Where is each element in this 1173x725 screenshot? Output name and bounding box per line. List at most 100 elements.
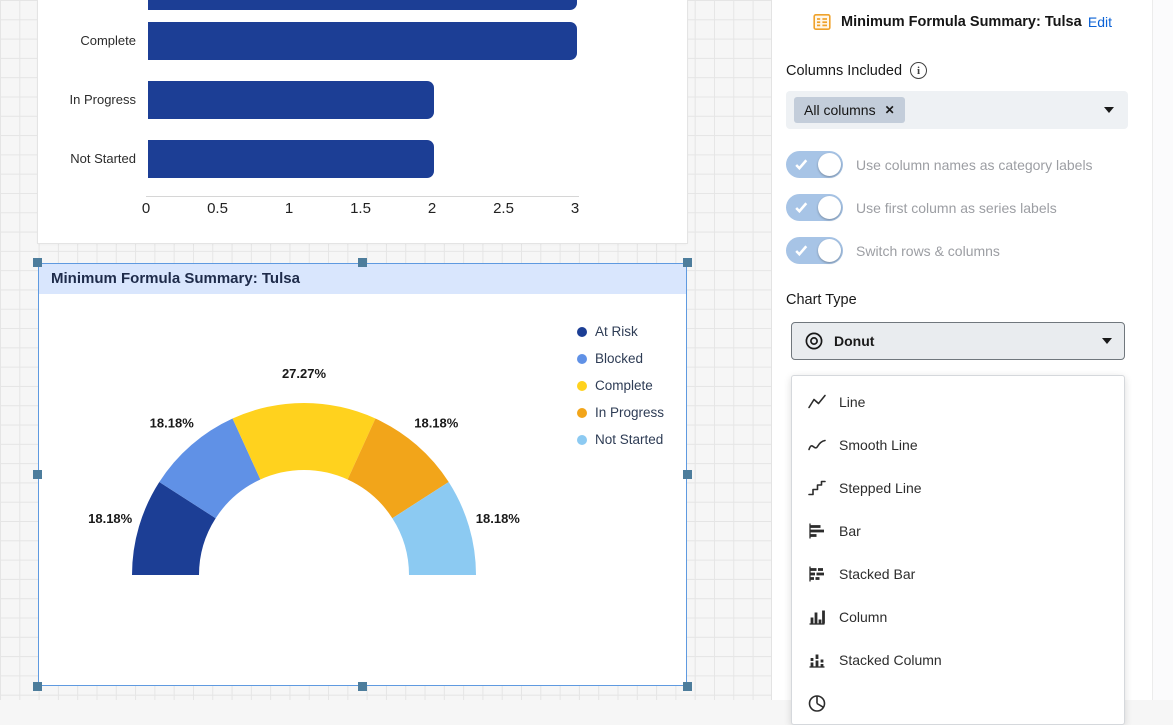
columns-included-row: Columns Included	[786, 62, 1128, 79]
toggle-switch-rows-columns[interactable]	[786, 237, 843, 264]
bar-chart-icon	[807, 521, 827, 541]
bar-chart: Complete In Progress Not Started 0 0.5 1 1.5 2 2…	[38, 0, 687, 243]
x-axis-tick-label: 3	[570, 200, 580, 217]
stacked-bar-chart-icon	[807, 564, 827, 584]
resize-handle-s[interactable]	[357, 682, 367, 691]
toggle-use-column-names[interactable]	[786, 151, 843, 178]
donut-percent-label: 18.18%	[150, 415, 195, 430]
panel-header: Minimum Formula Summary: Tulsa Edit	[786, 12, 1128, 32]
menu-item-bar[interactable]: Bar	[792, 509, 1124, 552]
x-axis-tick-label: 0	[141, 200, 151, 217]
menu-item-label: Stepped Line	[839, 479, 922, 496]
legend-dot	[576, 353, 587, 364]
resize-handle-n[interactable]	[357, 258, 367, 267]
legend-label: In Progress	[594, 405, 664, 420]
menu-item-label: Bar	[839, 522, 861, 539]
x-axis-tick-label: 1.5	[350, 200, 371, 217]
half-donut-svg: 18.18% 18.18% 27.27% 18.18% 18.18%	[88, 366, 521, 575]
donut-percent-label: 18.18%	[414, 415, 459, 430]
donut-percent-label: 27.27%	[282, 366, 327, 381]
widget-title: Minimum Formula Summary: Tulsa	[39, 264, 686, 294]
scrollbar-track[interactable]	[1152, 0, 1173, 700]
resize-handle-sw[interactable]	[33, 682, 42, 691]
bar-clipped-top	[148, 0, 577, 10]
edit-link[interactable]: Edit	[1087, 14, 1112, 30]
columns-included-select[interactable]: All columns	[786, 91, 1128, 129]
donut-chart: 18.18% 18.18% 27.27% 18.18% 18.18% At Risk Bl…	[39, 294, 686, 685]
donut-chart-widget[interactable]: Minimum Formula Summary: Tulsa 18.18% 18.…	[33, 258, 692, 691]
resize-handle-w[interactable]	[33, 469, 42, 479]
bar-category-label: Complete	[80, 33, 136, 48]
widget-settings-panel: Minimum Formula Summary: Tulsa Edit Colu…	[771, 0, 1152, 725]
resize-handle-e[interactable]	[683, 469, 692, 479]
legend-item: Complete	[576, 372, 664, 399]
column-chart-icon	[807, 607, 827, 627]
chevron-down-icon	[1102, 338, 1112, 344]
chart-legend: At Risk Blocked Complete In Progress Not Sta…	[576, 318, 664, 453]
legend-item: In Progress	[576, 399, 664, 426]
check-icon	[795, 159, 808, 171]
bar-chart-widget[interactable]: Complete In Progress Not Started 0 0.5 1 1.5 2 2…	[38, 0, 687, 243]
menu-item-smooth-line[interactable]: Smooth Line	[792, 423, 1124, 466]
menu-item-label: Stacked Column	[839, 651, 942, 668]
legend-label: Not Started	[594, 432, 664, 447]
x-axis-tick-label: 0.5	[207, 200, 228, 217]
bar	[148, 22, 577, 60]
bar-category-label: Not Started	[70, 151, 136, 166]
legend-label: At Risk	[594, 324, 638, 339]
menu-item-label: Column	[839, 608, 888, 625]
pie-chart-icon	[807, 693, 827, 713]
menu-item-stacked-bar[interactable]: Stacked Bar	[792, 552, 1124, 595]
menu-item-label: Smooth Line	[839, 436, 918, 453]
legend-dot	[576, 326, 587, 337]
legend-dot	[576, 434, 587, 445]
all-columns-chip[interactable]: All columns	[794, 97, 905, 123]
legend-item: At Risk	[576, 318, 664, 345]
menu-item-stepped-line[interactable]: Stepped Line	[792, 466, 1124, 509]
x-axis-line	[146, 196, 579, 197]
resize-handle-se[interactable]	[683, 682, 692, 691]
stepped-line-chart-icon	[807, 478, 827, 498]
menu-item-line[interactable]: Line	[792, 380, 1124, 423]
donut-chart-icon	[804, 331, 824, 351]
menu-item-stacked-column[interactable]: Stacked Column	[792, 638, 1124, 681]
legend-dot	[576, 407, 587, 418]
donut-percent-label: 18.18%	[476, 511, 521, 526]
legend-label: Complete	[594, 378, 653, 393]
legend-label: Blocked	[594, 351, 643, 366]
menu-item-label: Stacked Bar	[839, 565, 916, 582]
toggle-row-series-labels: Use first column as series labels	[786, 194, 1128, 221]
chart-type-value: Donut	[834, 333, 875, 349]
legend-dot	[576, 380, 587, 391]
toggle-label: Switch rows & columns	[856, 242, 1000, 259]
donut-segment-in-progress	[347, 418, 449, 519]
info-icon[interactable]	[910, 62, 928, 79]
sheet-summary-icon	[812, 12, 832, 32]
menu-item-column[interactable]: Column	[792, 595, 1124, 638]
stacked-column-chart-icon	[807, 650, 827, 670]
menu-item-pie-partial[interactable]	[792, 681, 1124, 724]
x-axis-tick-label: 2	[427, 200, 437, 217]
toggle-row-category-labels: Use column names as category labels	[786, 151, 1128, 178]
resize-handle-ne[interactable]	[683, 258, 692, 267]
toggle-label: Use column names as category labels	[856, 156, 1093, 173]
toggle-knob	[818, 196, 841, 219]
chart-type-dropdown[interactable]: Donut	[791, 322, 1125, 360]
check-icon	[795, 245, 808, 257]
legend-item: Blocked	[576, 345, 664, 372]
toggle-use-first-column[interactable]	[786, 194, 843, 221]
donut-segment-complete	[232, 403, 376, 480]
x-axis-tick-label: 1	[284, 200, 294, 217]
x-axis-tick-label: 2.5	[493, 200, 514, 217]
toggle-knob	[818, 239, 841, 262]
panel-title: Minimum Formula Summary: Tulsa	[841, 14, 1082, 30]
menu-item-label: Line	[839, 393, 866, 410]
chip-label: All columns	[804, 102, 876, 118]
legend-item: Not Started	[576, 426, 664, 453]
bar	[148, 81, 434, 119]
donut-segment-at-risk	[132, 482, 216, 575]
resize-handle-nw[interactable]	[33, 258, 42, 267]
bar	[148, 140, 434, 178]
donut-segment-blocked	[159, 418, 261, 519]
chip-remove-icon[interactable]	[885, 103, 895, 117]
